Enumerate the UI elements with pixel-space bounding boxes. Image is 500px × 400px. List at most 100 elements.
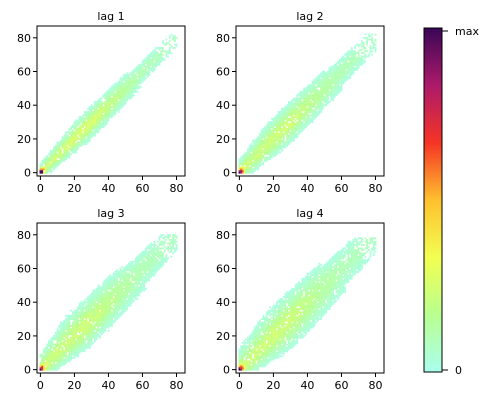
heatmap-cell <box>49 168 52 171</box>
heatmap-cell <box>265 126 268 129</box>
heatmap-cell <box>99 306 101 309</box>
heatmap-cell <box>93 289 96 292</box>
heatmap-cell <box>63 343 66 346</box>
heatmap-cell <box>269 328 272 331</box>
heatmap-cell <box>272 126 275 129</box>
heatmap-cell <box>134 264 137 267</box>
heatmap-cell <box>105 277 108 280</box>
heatmap-cell <box>46 158 49 161</box>
heatmap-cell <box>335 74 338 76</box>
heatmap-cell <box>131 90 134 93</box>
heatmap-cell <box>257 328 260 331</box>
heatmap-cell <box>287 104 290 107</box>
heatmap-cell <box>281 149 283 152</box>
heatmap-cell <box>272 333 275 336</box>
heatmap-cell <box>124 265 127 268</box>
heatmap-cell <box>48 156 50 159</box>
heatmap-cell <box>61 139 64 142</box>
heatmap-cell <box>253 166 256 169</box>
heatmap-cell <box>299 104 302 107</box>
heatmap-cell <box>100 116 103 119</box>
heatmap-cell <box>150 260 152 263</box>
heatmap-cell <box>63 358 66 361</box>
heatmap-cell <box>258 351 261 354</box>
heatmap-cell <box>146 58 149 61</box>
heatmap-cell <box>83 117 86 120</box>
heatmap-cell <box>111 112 113 115</box>
heatmap-cell <box>48 158 50 161</box>
heatmap-cell <box>298 102 300 105</box>
heatmap-cell <box>245 170 248 172</box>
heatmap-cell <box>87 340 90 342</box>
heatmap-cell <box>119 303 122 305</box>
heatmap-cell <box>172 242 175 245</box>
heatmap-cell <box>155 244 158 246</box>
heatmap-cell <box>260 143 263 145</box>
heatmap-cell <box>349 70 351 73</box>
heatmap-cell <box>92 134 95 137</box>
heatmap-cell <box>99 311 101 314</box>
heatmap-cell <box>269 356 272 359</box>
heatmap-cell <box>49 348 52 351</box>
heatmap-cell <box>133 87 135 90</box>
heatmap-cell <box>267 122 270 125</box>
heatmap-cell <box>117 107 120 110</box>
heatmap-cell <box>143 250 146 253</box>
heatmap-cell <box>134 74 137 76</box>
heatmap-cell <box>92 289 95 292</box>
heatmap-cell <box>82 323 84 326</box>
heatmap-cell <box>323 104 326 107</box>
heatmap-cell <box>342 72 345 75</box>
heatmap-cell <box>344 57 346 60</box>
heatmap-cell <box>59 149 62 152</box>
heatmap-cell <box>243 159 246 162</box>
heatmap-cell <box>153 259 156 262</box>
heatmap-cell <box>165 55 168 58</box>
heatmap-cell <box>93 126 96 129</box>
heatmap-cell <box>279 146 282 149</box>
heatmap-cell <box>78 121 81 124</box>
heatmap-cell <box>122 89 125 92</box>
heatmap-cell <box>117 90 120 93</box>
heatmap-cell <box>136 90 139 93</box>
heatmap-cell <box>75 122 78 125</box>
heatmap-cell <box>104 299 107 302</box>
heatmap-cell <box>270 319 273 322</box>
heatmap-cell <box>342 65 345 68</box>
heatmap-cell <box>148 57 151 60</box>
heatmap-cell <box>255 340 258 342</box>
heatmap-cell <box>97 289 100 292</box>
heatmap-cell <box>121 287 124 290</box>
heatmap-cell <box>252 343 255 346</box>
heatmap-cell <box>345 52 348 54</box>
heatmap-cell <box>75 333 78 336</box>
heatmap-cell <box>150 259 152 262</box>
heatmap-cell <box>338 80 341 83</box>
heatmap-cell <box>352 67 355 70</box>
heatmap-cell <box>272 336 275 339</box>
heatmap-cell <box>298 126 300 129</box>
heatmap-cell <box>111 294 113 297</box>
heatmap-cell <box>93 112 96 115</box>
heatmap-cell <box>126 264 129 267</box>
heatmap-cell <box>107 321 110 324</box>
heatmap-cell <box>296 95 299 98</box>
heatmap-cell <box>97 112 100 115</box>
heatmap-cell <box>270 358 273 361</box>
heatmap-cell <box>337 84 340 86</box>
heatmap-cell <box>284 121 287 124</box>
heatmap-cell <box>270 308 273 310</box>
y-tick-label: 40 <box>216 99 230 112</box>
heatmap-cell <box>95 309 98 312</box>
heatmap-cell <box>102 314 105 317</box>
heatmap-cell <box>281 131 283 134</box>
heatmap-cell <box>269 133 272 135</box>
heatmap-cell <box>260 156 263 159</box>
heatmap-cell <box>134 298 137 300</box>
heatmap-cell <box>258 336 261 339</box>
heatmap-cell <box>105 304 108 307</box>
heatmap-cell <box>66 340 69 342</box>
heatmap-cell <box>48 355 50 358</box>
heatmap-cell <box>65 314 67 317</box>
heatmap-cell <box>258 133 261 135</box>
